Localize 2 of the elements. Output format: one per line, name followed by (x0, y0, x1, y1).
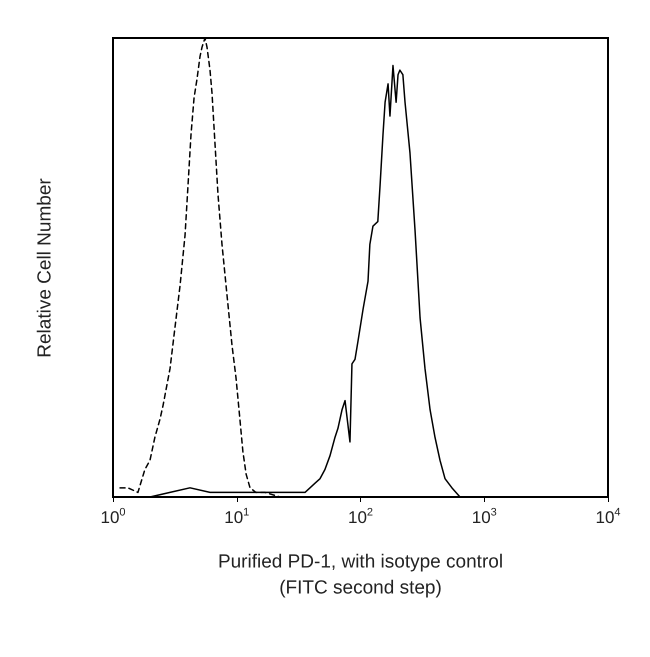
x-axis-title: Purified PD-1, with isotype control (FITC second step) (218, 552, 504, 598)
y-axis-title: Relative Cell Number (34, 178, 56, 358)
